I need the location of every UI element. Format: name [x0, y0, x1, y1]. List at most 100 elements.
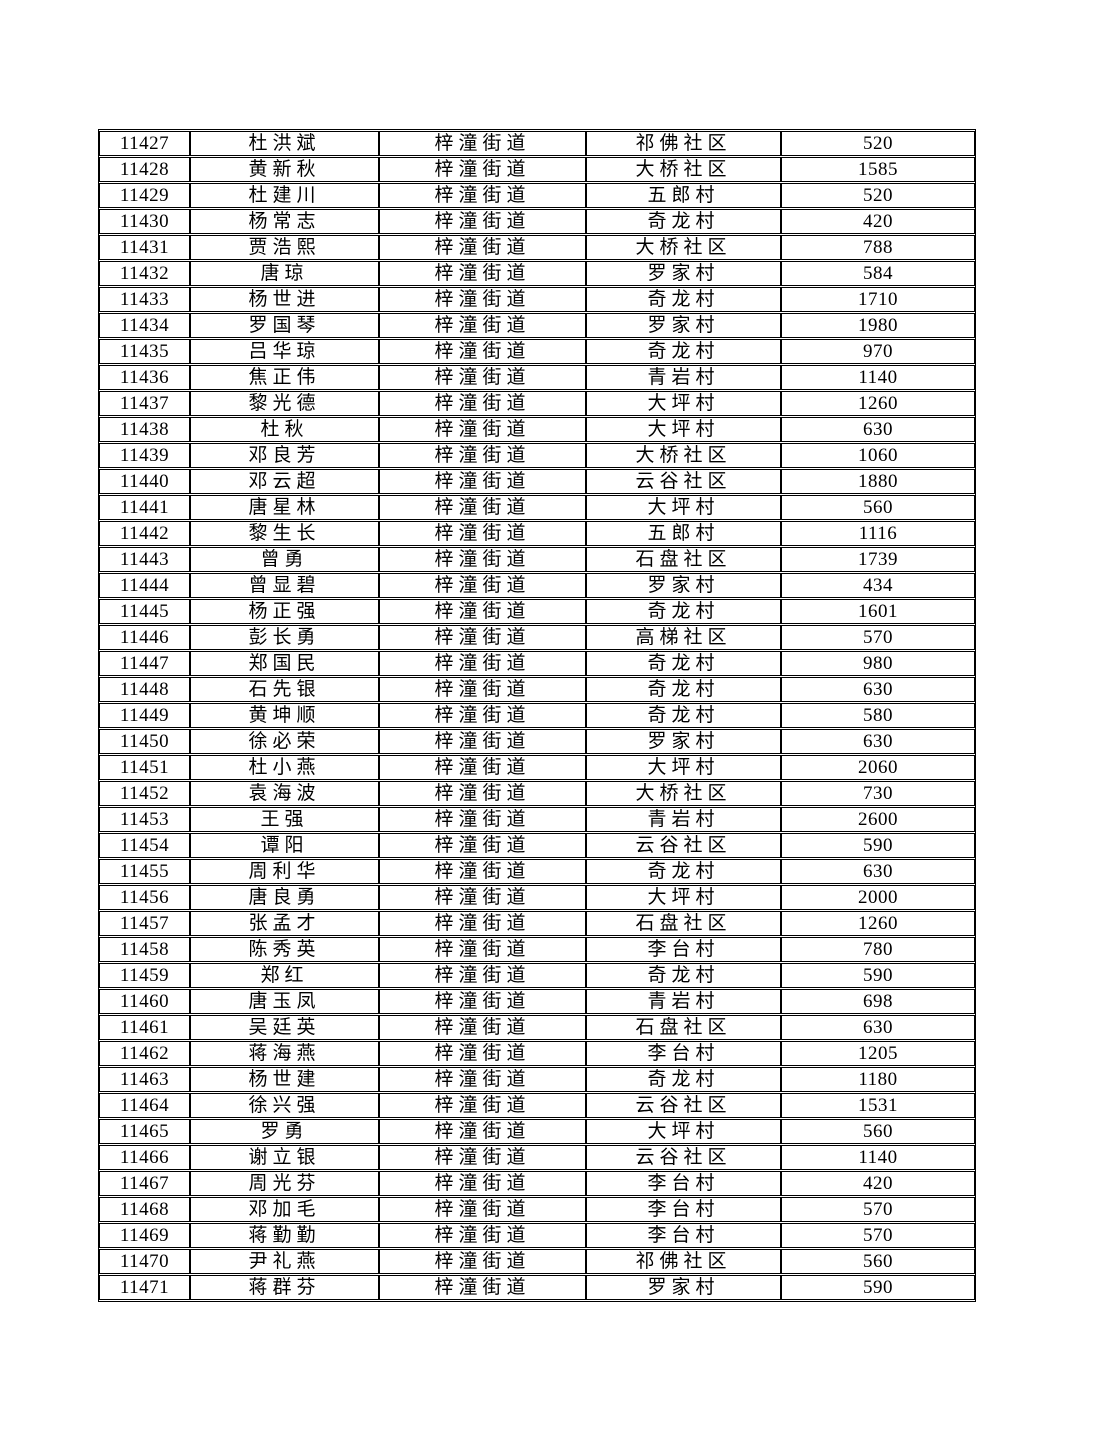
- cell-village: 大桥社区: [586, 781, 781, 806]
- cell-name: 唐琼: [190, 261, 379, 286]
- cell-amount: 580: [781, 703, 975, 728]
- cell-village: 奇龙村: [586, 859, 781, 884]
- cell-amount: 1260: [781, 911, 975, 936]
- cell-amount: 570: [781, 1197, 975, 1222]
- table-row: 11468 邓加毛 梓潼街道 李台村 570: [99, 1197, 975, 1222]
- cell-name: 郑国民: [190, 651, 379, 676]
- cell-village: 大坪村: [586, 1119, 781, 1144]
- table-row: 11470 尹礼燕 梓潼街道 祁佛社区 560: [99, 1249, 975, 1274]
- cell-amount: 1739: [781, 547, 975, 572]
- roster-table-body: 11427 杜洪斌 梓潼街道 祁佛社区 520 11428 黄新秋 梓潼街道 大桥社区 1585 1…: [99, 131, 975, 1300]
- cell-name: 郑红: [190, 963, 379, 988]
- cell-serial: 11463: [99, 1067, 190, 1092]
- cell-street: 梓潼街道: [379, 937, 586, 962]
- table-row: 11453 王强 梓潼街道 青岩村 2600: [99, 807, 975, 832]
- cell-street: 梓潼街道: [379, 313, 586, 338]
- cell-serial: 11461: [99, 1015, 190, 1040]
- cell-street: 梓潼街道: [379, 573, 586, 598]
- cell-name: 蒋勤勤: [190, 1223, 379, 1248]
- cell-street: 梓潼街道: [379, 1249, 586, 1274]
- cell-name: 杨世建: [190, 1067, 379, 1092]
- cell-street: 梓潼街道: [379, 547, 586, 572]
- cell-street: 梓潼街道: [379, 495, 586, 520]
- table-row: 11464 徐兴强 梓潼街道 云谷社区 1531: [99, 1093, 975, 1118]
- cell-serial: 11450: [99, 729, 190, 754]
- cell-street: 梓潼街道: [379, 235, 586, 260]
- cell-street: 梓潼街道: [379, 261, 586, 286]
- cell-name: 尹礼燕: [190, 1249, 379, 1274]
- cell-amount: 520: [781, 131, 975, 156]
- cell-amount: 570: [781, 1223, 975, 1248]
- cell-name: 周利华: [190, 859, 379, 884]
- cell-village: 罗家村: [586, 729, 781, 754]
- table-row: 11428 黄新秋 梓潼街道 大桥社区 1585: [99, 157, 975, 182]
- cell-street: 梓潼街道: [379, 339, 586, 364]
- table-row: 11448 石先银 梓潼街道 奇龙村 630: [99, 677, 975, 702]
- cell-village: 云谷社区: [586, 1093, 781, 1118]
- table-row: 11465 罗勇 梓潼街道 大坪村 560: [99, 1119, 975, 1144]
- cell-street: 梓潼街道: [379, 469, 586, 494]
- table-row: 11444 曾显碧 梓潼街道 罗家村 434: [99, 573, 975, 598]
- cell-village: 祁佛社区: [586, 131, 781, 156]
- table-row: 11450 徐必荣 梓潼街道 罗家村 630: [99, 729, 975, 754]
- cell-village: 罗家村: [586, 261, 781, 286]
- table-row: 11447 郑国民 梓潼街道 奇龙村 980: [99, 651, 975, 676]
- cell-street: 梓潼街道: [379, 417, 586, 442]
- cell-name: 吴廷英: [190, 1015, 379, 1040]
- cell-name: 唐良勇: [190, 885, 379, 910]
- cell-village: 大坪村: [586, 885, 781, 910]
- table-row: 11432 唐琼 梓潼街道 罗家村 584: [99, 261, 975, 286]
- table-row: 11435 吕华琼 梓潼街道 奇龙村 970: [99, 339, 975, 364]
- cell-serial: 11448: [99, 677, 190, 702]
- cell-name: 陈秀英: [190, 937, 379, 962]
- cell-name: 蒋海燕: [190, 1041, 379, 1066]
- cell-amount: 1585: [781, 157, 975, 182]
- cell-village: 罗家村: [586, 313, 781, 338]
- cell-name: 袁海波: [190, 781, 379, 806]
- cell-amount: 560: [781, 1249, 975, 1274]
- cell-village: 大桥社区: [586, 443, 781, 468]
- cell-name: 罗勇: [190, 1119, 379, 1144]
- cell-amount: 1140: [781, 365, 975, 390]
- cell-amount: 1710: [781, 287, 975, 312]
- table-row: 11429 杜建川 梓潼街道 五郎村 520: [99, 183, 975, 208]
- table-row: 11459 郑红 梓潼街道 奇龙村 590: [99, 963, 975, 988]
- cell-village: 祁佛社区: [586, 1249, 781, 1274]
- cell-village: 青岩村: [586, 989, 781, 1014]
- cell-name: 王强: [190, 807, 379, 832]
- cell-name: 焦正伟: [190, 365, 379, 390]
- cell-village: 奇龙村: [586, 703, 781, 728]
- cell-street: 梓潼街道: [379, 209, 586, 234]
- cell-street: 梓潼街道: [379, 157, 586, 182]
- cell-name: 杜秋: [190, 417, 379, 442]
- cell-amount: 630: [781, 729, 975, 754]
- cell-village: 奇龙村: [586, 599, 781, 624]
- table-row: 11452 袁海波 梓潼街道 大桥社区 730: [99, 781, 975, 806]
- cell-serial: 11431: [99, 235, 190, 260]
- cell-serial: 11454: [99, 833, 190, 858]
- cell-street: 梓潼街道: [379, 1015, 586, 1040]
- cell-street: 梓潼街道: [379, 599, 586, 624]
- cell-name: 邓加毛: [190, 1197, 379, 1222]
- cell-amount: 1880: [781, 469, 975, 494]
- cell-serial: 11469: [99, 1223, 190, 1248]
- cell-serial: 11444: [99, 573, 190, 598]
- cell-street: 梓潼街道: [379, 729, 586, 754]
- table-row: 11471 蒋群芬 梓潼街道 罗家村 590: [99, 1275, 975, 1300]
- cell-serial: 11430: [99, 209, 190, 234]
- table-row: 11443 曾勇 梓潼街道 石盘社区 1739: [99, 547, 975, 572]
- cell-name: 彭长勇: [190, 625, 379, 650]
- cell-name: 贾浩熙: [190, 235, 379, 260]
- cell-village: 石盘社区: [586, 1015, 781, 1040]
- cell-serial: 11446: [99, 625, 190, 650]
- cell-serial: 11428: [99, 157, 190, 182]
- table-row: 11436 焦正伟 梓潼街道 青岩村 1140: [99, 365, 975, 390]
- cell-serial: 11456: [99, 885, 190, 910]
- cell-serial: 11471: [99, 1275, 190, 1300]
- cell-serial: 11467: [99, 1171, 190, 1196]
- cell-serial: 11470: [99, 1249, 190, 1274]
- cell-name: 杨正强: [190, 599, 379, 624]
- cell-name: 黄新秋: [190, 157, 379, 182]
- cell-amount: 1601: [781, 599, 975, 624]
- table-row: 11446 彭长勇 梓潼街道 高梯社区 570: [99, 625, 975, 650]
